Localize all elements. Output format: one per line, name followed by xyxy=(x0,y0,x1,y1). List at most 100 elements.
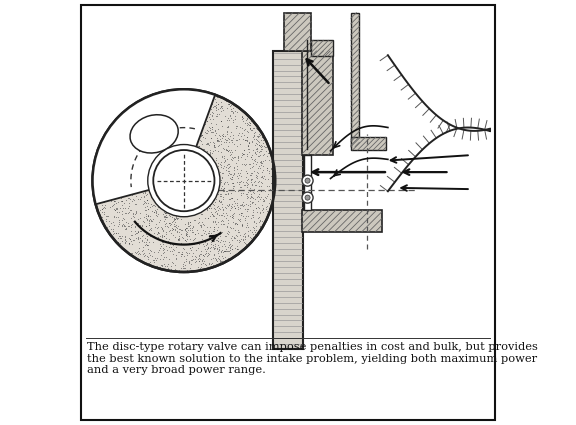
Point xyxy=(234,179,244,186)
Point xyxy=(136,161,145,168)
Point xyxy=(111,230,120,236)
Point xyxy=(121,108,130,114)
Point xyxy=(170,215,179,222)
Point xyxy=(211,167,221,174)
Point xyxy=(165,209,175,216)
Point xyxy=(265,182,274,189)
Point xyxy=(160,210,169,217)
Point xyxy=(138,232,147,239)
Point xyxy=(178,204,187,211)
Point xyxy=(158,107,168,113)
Point xyxy=(223,147,232,154)
Point xyxy=(177,234,187,241)
Point xyxy=(177,249,186,256)
Point xyxy=(195,167,204,174)
Point xyxy=(234,154,243,161)
Point xyxy=(221,248,230,255)
Point xyxy=(252,133,261,140)
Point xyxy=(209,244,218,251)
Point xyxy=(173,123,183,130)
Point xyxy=(171,187,180,194)
Point xyxy=(155,255,164,262)
Point xyxy=(99,199,108,206)
Point xyxy=(150,194,159,201)
Point xyxy=(168,198,177,204)
Point xyxy=(184,175,194,181)
Point xyxy=(230,204,240,211)
Point xyxy=(223,180,232,187)
Point xyxy=(197,218,206,225)
Point xyxy=(158,228,168,235)
Point xyxy=(170,216,179,223)
Point xyxy=(194,264,203,270)
Point xyxy=(173,156,183,162)
Point xyxy=(127,192,136,198)
Point xyxy=(171,213,180,220)
Point xyxy=(238,125,247,131)
Point xyxy=(200,186,209,193)
Point xyxy=(107,155,116,162)
Point xyxy=(160,110,169,117)
Point xyxy=(135,189,145,196)
Point xyxy=(164,127,173,133)
Point xyxy=(238,203,248,210)
Point xyxy=(170,226,179,232)
Point xyxy=(176,182,185,189)
Point xyxy=(109,182,119,189)
Point xyxy=(215,198,224,205)
Point xyxy=(150,103,160,110)
Point xyxy=(251,233,260,240)
Point xyxy=(123,133,132,140)
Point xyxy=(101,216,110,223)
Point xyxy=(198,120,207,127)
Point xyxy=(147,160,156,167)
Point xyxy=(230,183,239,190)
Point xyxy=(262,182,271,189)
Point xyxy=(151,128,160,135)
Point xyxy=(176,116,185,123)
Point xyxy=(104,195,113,201)
Point xyxy=(173,198,183,205)
Point xyxy=(92,205,101,212)
Point xyxy=(165,236,174,243)
Point xyxy=(196,222,205,229)
Point xyxy=(265,168,274,175)
Point xyxy=(187,100,196,107)
Point xyxy=(229,211,238,218)
Point xyxy=(166,168,176,175)
Point xyxy=(222,155,232,162)
Point xyxy=(116,129,125,136)
Point xyxy=(233,136,242,143)
Point xyxy=(93,186,102,193)
Point xyxy=(105,183,114,190)
Point xyxy=(257,173,267,180)
Point xyxy=(161,211,170,218)
Point xyxy=(205,247,214,254)
Point xyxy=(110,187,119,193)
Point xyxy=(193,227,202,233)
Point xyxy=(238,151,248,158)
Point xyxy=(119,177,128,184)
Point xyxy=(192,108,201,115)
Point xyxy=(121,226,130,232)
Point xyxy=(256,143,266,150)
Point xyxy=(166,139,175,145)
Point xyxy=(209,95,218,102)
Point xyxy=(224,124,233,131)
Point xyxy=(140,147,149,154)
Point xyxy=(222,146,232,153)
Point xyxy=(187,253,196,260)
Point xyxy=(168,121,177,128)
Point xyxy=(154,122,164,129)
Point xyxy=(200,89,210,96)
Point xyxy=(249,218,259,225)
Point xyxy=(255,196,264,202)
Point xyxy=(108,196,118,202)
Point xyxy=(185,260,194,267)
Point xyxy=(211,113,220,119)
Point xyxy=(134,235,143,242)
Point xyxy=(173,127,183,134)
Point xyxy=(257,145,267,152)
Point xyxy=(159,240,168,247)
Point xyxy=(132,149,141,156)
